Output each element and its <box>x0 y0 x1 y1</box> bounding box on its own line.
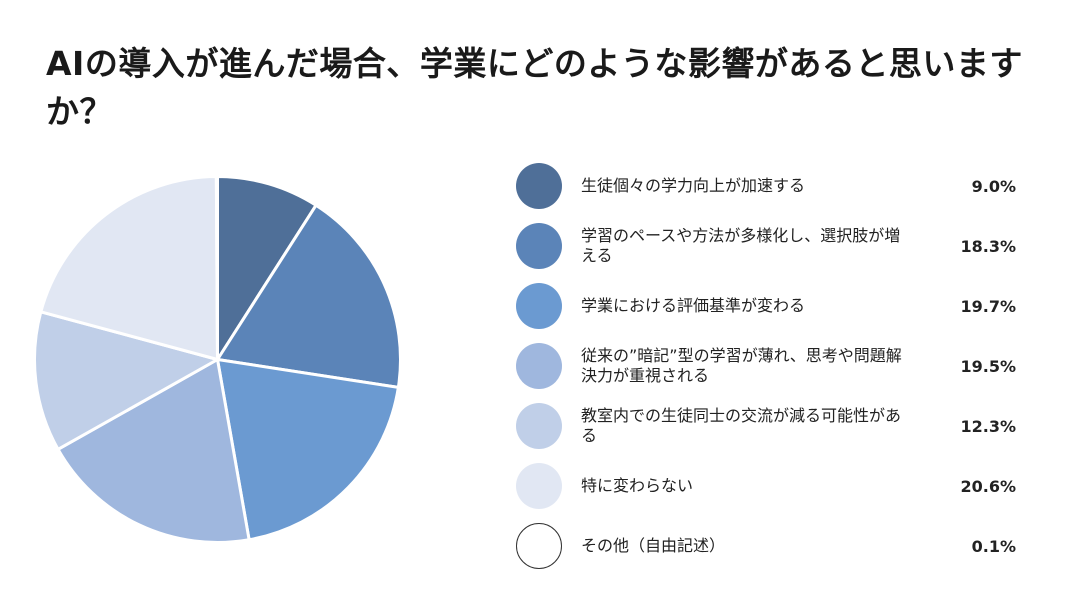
legend-item: 生徒個々の学力向上が加速する 9.0% <box>516 156 1016 216</box>
chart-title: AIの導入が進んだ場合、学業にどのような影響があると思いますか？ <box>46 44 1023 131</box>
legend-label: 学業における評価基準が変わる <box>581 296 806 315</box>
legend-label: 学習のペースや方法が多様化し、選択肢が増える <box>581 226 901 265</box>
pie-slice-1 <box>214 203 402 390</box>
legend-swatch <box>516 163 562 209</box>
legend-value: 18.3% <box>960 236 1016 256</box>
pie-slice-3 <box>56 357 251 544</box>
pie-slice-5 <box>38 174 220 362</box>
legend: 生徒個々の学力向上が加速する 9.0% 学習のペースや方法が多様化し、選択肢が増… <box>516 156 1016 576</box>
legend-value: 12.3% <box>960 416 1016 436</box>
legend-label: 生徒個々の学力向上が加速する <box>581 176 806 195</box>
legend-item: 学習のペースや方法が多様化し、選択肢が増える 18.3% <box>516 216 1016 276</box>
pie-chart <box>30 172 405 547</box>
legend-swatch <box>516 283 562 329</box>
legend-value: 9.0% <box>971 176 1016 196</box>
legend-value: 20.6% <box>960 476 1016 496</box>
legend-item: その他（自由記述） 0.1% <box>516 516 1016 576</box>
pie-slice-2 <box>215 357 401 542</box>
legend-label: 従来の”暗記”型の学習が薄れ、思考や問題解決力が重視される <box>581 346 902 385</box>
legend-swatch <box>516 463 562 509</box>
legend-item: 学業における評価基準が変わる 19.7% <box>516 276 1016 336</box>
legend-value: 0.1% <box>971 536 1016 556</box>
pie-slice-0 <box>216 174 319 365</box>
legend-value: 19.5% <box>960 356 1016 376</box>
legend-value: 19.7% <box>960 296 1016 316</box>
legend-swatch <box>516 403 562 449</box>
legend-swatch <box>516 223 562 269</box>
legend-item: 従来の”暗記”型の学習が薄れ、思考や問題解決力が重視される 19.5% <box>516 336 1016 396</box>
pie-slice-6 <box>214 174 219 360</box>
legend-label: 特に変わらない <box>581 476 694 495</box>
legend-swatch <box>516 343 562 389</box>
pie-svg <box>33 174 402 544</box>
legend-item: 特に変わらない 20.6% <box>516 456 1016 516</box>
legend-label: その他（自由記述） <box>581 536 726 555</box>
pie-slice-4 <box>33 309 222 452</box>
legend-swatch <box>516 523 562 569</box>
legend-label: 教室内での生徒同士の交流が減る可能性がある <box>581 406 902 445</box>
legend-item: 教室内での生徒同士の交流が減る可能性がある 12.3% <box>516 396 1016 456</box>
